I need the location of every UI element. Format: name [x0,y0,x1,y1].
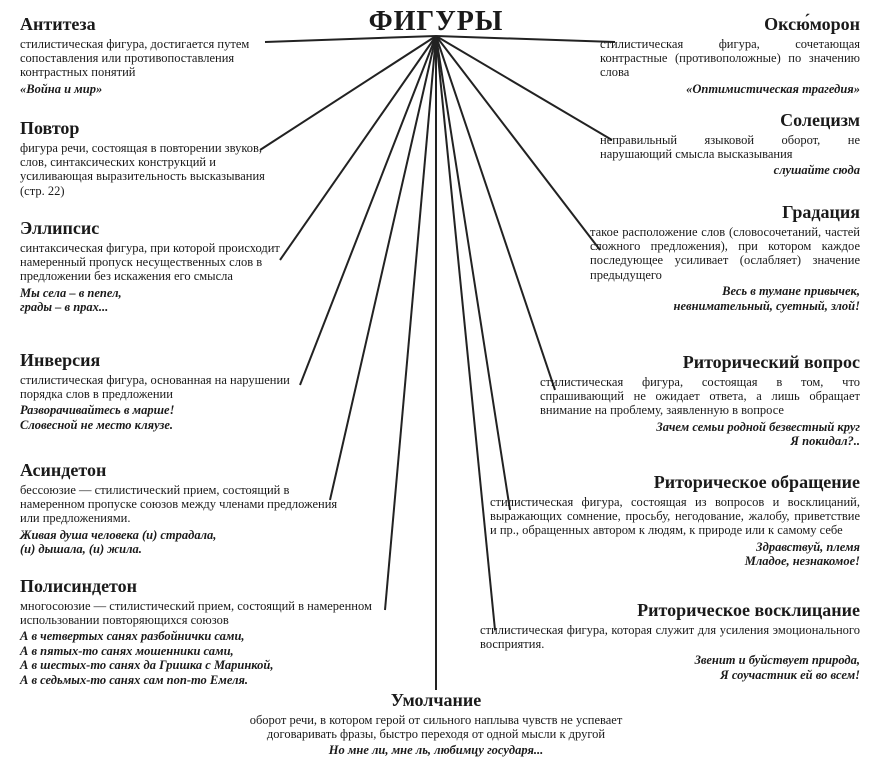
term-asindeton: Асиндетон [20,460,340,481]
definition-polisindeton: многосоюзие — стилистический прием, сост… [20,599,400,628]
definition-ellipsis: синтаксическая фигура, при которой проис… [20,241,290,284]
definition-ritor-obrashchenie: стилистическая фигура, состоящая из вопр… [490,495,860,538]
example-asindeton: Живая душа человека (и) страдала, (и) ды… [20,528,340,557]
example-soletsizm: слушайте сюда [600,163,860,177]
definition-asindeton: бессоюзие — стилистический прием, состоя… [20,483,340,526]
term-polisindeton: Полисиндетон [20,576,400,597]
entry-povtor: Повторфигура речи, состоящая в по­вторен… [20,118,280,198]
entry-inversia: Инверсиястилистическая фигура, осно­ванн… [20,350,300,432]
entry-gradatsia: Градациятакое расположение слов (сло­вос… [590,202,860,313]
example-ritor-vopros: Зачем семьи родной безвестный круг Я пок… [540,420,860,449]
term-ellipsis: Эллипсис [20,218,290,239]
ray-ellipsis [280,36,436,260]
entry-soletsizm: Солецизмнеправильный языковой обо­рот, н… [600,110,860,178]
definition-oksyumoron: стилистическая фигура, сочета­ющая контр… [600,37,860,80]
entry-umolchanie: Умолчаниеоборот речи, в котором герой от… [236,690,636,758]
ray-povtor [260,36,436,150]
example-ritor-vosklits: Звенит и буйствует природа, Я соучастник… [480,653,860,682]
definition-povtor: фигура речи, состоящая в по­вторении зву… [20,141,280,199]
definition-soletsizm: неправильный языковой обо­рот, не наруша… [600,133,860,162]
definition-inversia: стилистическая фигура, осно­ванная на на… [20,373,300,402]
ray-gradatsia [436,36,600,250]
term-ritor-obrashchenie: Риторическое обращение [490,472,860,493]
example-oksyumoron: «Оптимистическая трагедия» [600,82,860,96]
term-ritor-vosklits: Риторическое восклицание [480,600,860,621]
example-umolchanie: Но мне ли, мне ль, любимцу государя... [236,743,636,757]
ray-soletsizm [436,36,612,140]
term-umolchanie: Умолчание [236,690,636,711]
ray-polisindeton [385,36,436,610]
diagram-stage: ФИГУРЫ Антитезастилистическая фигура, до… [0,0,872,780]
entry-oksyumoron: Оксю́моронстилистическая фигура, сочета­… [600,14,860,96]
example-antiteza: «Война и мир» [20,82,280,96]
example-polisindeton: А в четвертых санях разбойнички сами, А … [20,629,400,687]
definition-umolchanie: оборот речи, в котором герой от сильного… [236,713,636,742]
entry-asindeton: Асиндетонбессоюзие — стилистический прие… [20,460,340,557]
entry-ritor-obrashchenie: Риторическое обращениестилистическая фиг… [490,472,860,569]
example-gradatsia: Весь в тумане привычек, невнимательный, … [590,284,860,313]
example-ellipsis: Мы села – в пепел, грады – в прах... [20,286,290,315]
definition-ritor-vopros: стилистическая фигура, состоящая в том, … [540,375,860,418]
definition-gradatsia: такое расположение слов (сло­восочетаний… [590,225,860,283]
entry-ritor-vopros: Риторический вопросстилистическая фигура… [540,352,860,449]
term-ritor-vopros: Риторический вопрос [540,352,860,373]
entry-ellipsis: Эллипсиссинтаксическая фигура, при котор… [20,218,290,315]
term-antiteza: Антитеза [20,14,280,35]
term-soletsizm: Солецизм [600,110,860,131]
ray-ritor-obrashchenie [436,36,510,510]
term-inversia: Инверсия [20,350,300,371]
entry-antiteza: Антитезастилистическая фигура, дости­гае… [20,14,280,96]
definition-ritor-vosklits: стилистическая фигура, которая служит дл… [480,623,860,652]
term-povtor: Повтор [20,118,280,139]
entry-polisindeton: Полисиндетонмногосоюзие — стилистический… [20,576,400,687]
example-ritor-obrashchenie: Здравствуй, племя Младое, незнакомое! [490,540,860,569]
term-gradatsia: Градация [590,202,860,223]
definition-antiteza: стилистическая фигура, дости­гается путе… [20,37,280,80]
entry-ritor-vosklits: Риторическое восклицаниестилистическая ф… [480,600,860,682]
example-inversia: Разворачивайтесь в марше! Словесной не м… [20,403,300,432]
term-oksyumoron: Оксю́морон [600,14,860,35]
